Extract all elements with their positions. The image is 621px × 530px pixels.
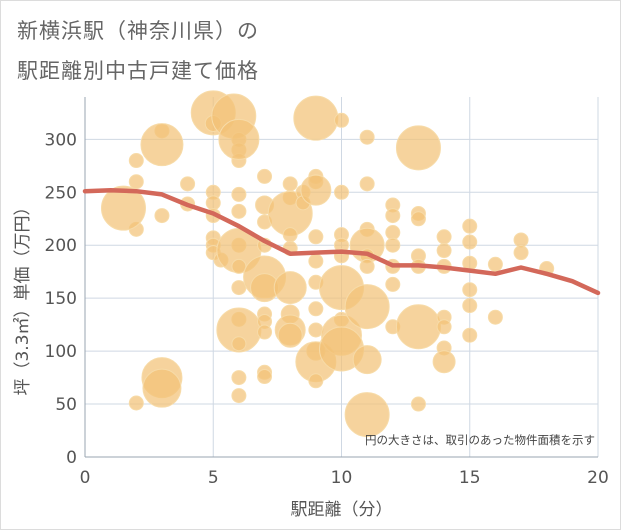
bubble-point [462,298,478,314]
bubble-point [218,118,260,160]
bubble-point [462,282,478,298]
bubble-point [385,225,401,241]
bubble-point [308,301,324,317]
y-tick-label: 150 [45,289,77,309]
y-tick-label: 250 [45,183,77,203]
bubble-point [436,229,452,245]
bubble-point [180,176,196,192]
bubble-point [100,185,146,231]
bubble-point [273,271,307,305]
bubble-point [308,322,324,338]
bubble-point [308,253,324,269]
bubble-point [293,95,339,141]
average-price-line [82,187,601,296]
bubble-point [128,153,144,169]
bubble-point [140,123,184,167]
bubble-point [513,232,529,248]
bubble-point [257,324,273,340]
y-tick-label: 100 [45,342,77,362]
x-tick-label: 0 [80,468,91,488]
bubble-point [410,211,426,227]
bubble-point [231,370,247,386]
bubble-point [352,345,382,375]
y-tick-label: 300 [45,130,77,150]
y-tick-label: 50 [55,395,77,415]
bubble-point [462,327,478,343]
bubble-point [334,112,349,128]
bubble-point [154,208,170,224]
bubble-point [385,208,401,224]
y-tick-label: 200 [45,236,77,256]
bubble-point [334,184,349,200]
bubble-point [513,245,529,261]
bubble-point [436,243,452,259]
bubble-point [277,322,303,348]
bubble-point [410,396,426,412]
bubble-point [462,234,478,250]
bubble-point [359,129,375,145]
bubble-point [128,174,144,190]
bubble-point [231,258,247,274]
bubble-point [128,395,144,411]
bubble-size-note: 円の大きさは、取引のあった物件面積を示す [365,433,595,447]
bubble-point [231,280,247,296]
bubble-point [231,186,247,202]
bubble-point [487,309,503,325]
bubble-point [359,176,375,192]
chart-title-line-2: 駅距離別中古戸建て価格 [17,59,259,83]
bubble-point [385,237,401,253]
bubble-point [308,229,324,245]
bubble-point [385,276,401,292]
bubble-point [432,350,456,374]
bubble-point [359,258,375,274]
bubble-point [395,304,441,350]
x-tick-label: 15 [459,468,481,488]
bubble-point [142,368,182,408]
bubble-point [462,218,478,234]
bubble-point [231,203,247,219]
x-axis-label: 駅距離（分） [291,500,393,520]
chart-title-line-1: 新横浜駅（神奈川県）の [17,19,259,43]
bubble-point [205,195,221,211]
bubble-point [344,284,390,330]
bubble-point [282,227,298,243]
bubble-point [231,336,247,352]
bubble-point [344,392,390,438]
bubble-point [436,319,452,335]
bubble-point [395,125,441,171]
bubble-point [282,176,298,192]
x-tick-label: 5 [208,468,219,488]
bubble-point [257,369,273,385]
x-tick-label: 20 [587,468,609,488]
bubble-point [231,388,247,404]
bubble-point [308,373,324,389]
bubble-point [257,168,273,184]
bubble-point [487,256,503,272]
bubble-point [300,174,332,206]
y-tick-label: 0 [66,448,77,468]
x-tick-label: 10 [331,468,353,488]
y-axis-label: 坪（3.3㎡）単価（万円） [13,198,33,395]
